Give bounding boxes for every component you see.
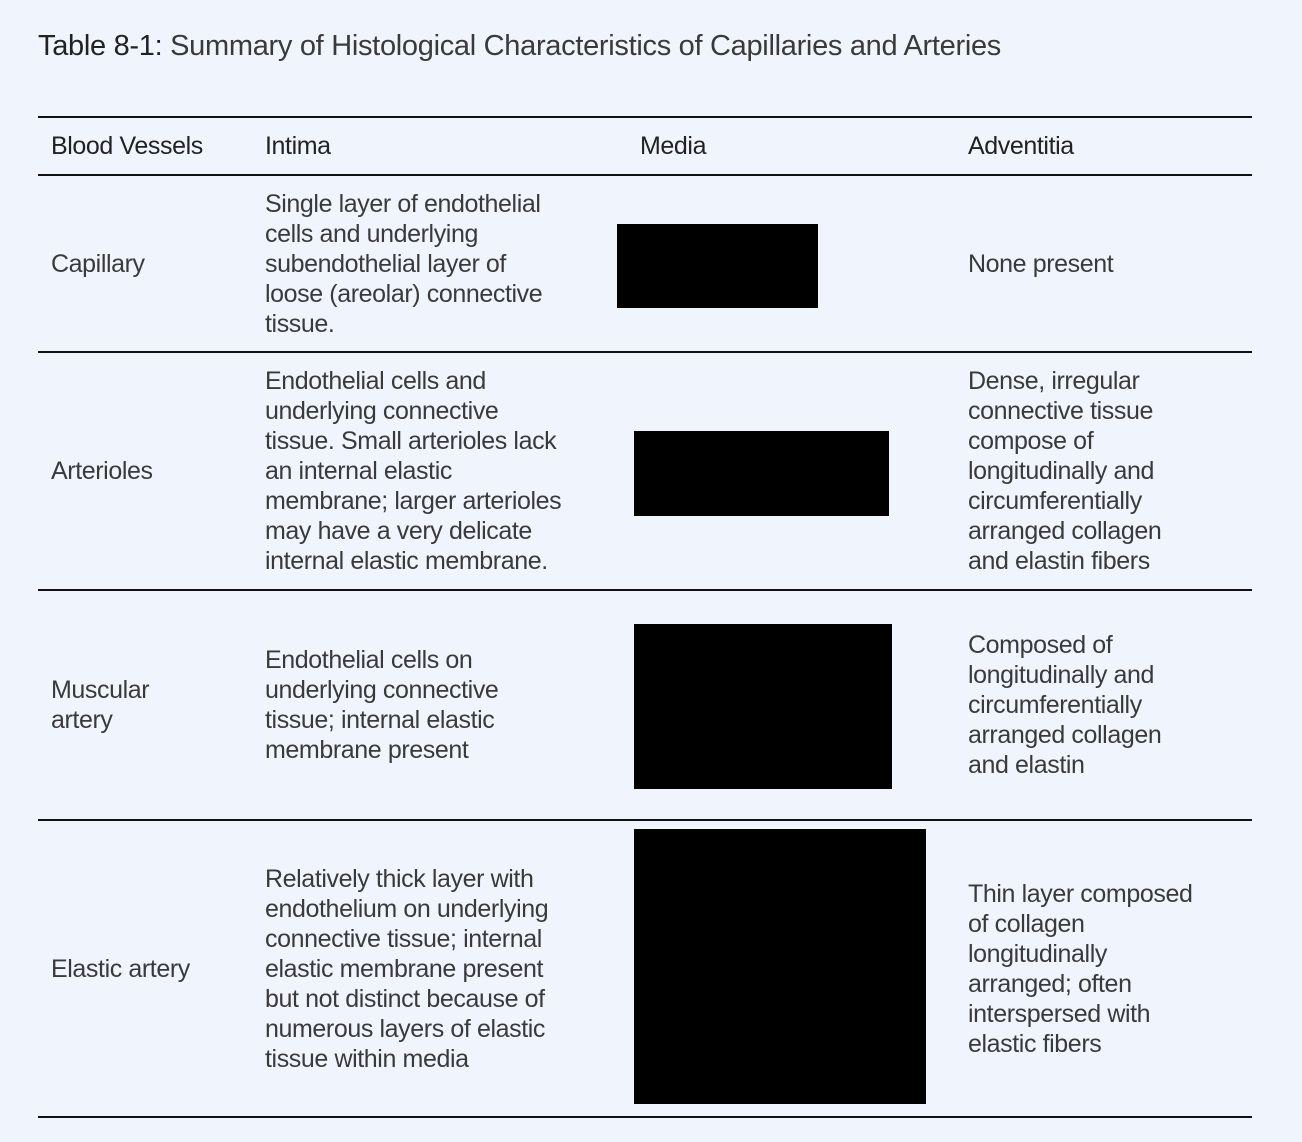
row-divider bbox=[38, 351, 1252, 353]
cell-line: longitudinally and bbox=[968, 661, 1155, 689]
bottom-rule bbox=[38, 1116, 1252, 1118]
row-divider bbox=[38, 819, 1252, 821]
cell-line: Single layer of endothelial bbox=[265, 190, 541, 218]
adventitia-cell: Thin layer composed of collagen longitudin… bbox=[968, 821, 1193, 1117]
table-caption: Summary of Histological Characteristics … bbox=[170, 30, 1002, 62]
cell-line: Relatively thick layer with bbox=[265, 865, 534, 893]
cell-line: Elastic artery bbox=[51, 955, 190, 983]
intima-cell: Endothelial cells and underlying connecti… bbox=[265, 353, 562, 589]
cell-line: tissue. Small arterioles lack bbox=[265, 427, 557, 455]
cell-line: and elastin fibers bbox=[968, 547, 1150, 575]
cell-line: tissue; internal elastic bbox=[265, 706, 495, 734]
header-media: Media bbox=[640, 132, 707, 160]
cell-line: longitudinally and bbox=[968, 457, 1155, 485]
header-intima: Intima bbox=[265, 132, 331, 160]
top-rule bbox=[38, 116, 1252, 118]
cell-line: internal elastic membrane. bbox=[265, 547, 548, 575]
table-row: Capillary Single layer of endothelial cell… bbox=[38, 176, 1252, 352]
cell-line: but not distinct because of bbox=[265, 985, 545, 1013]
vessel-cell: Muscular artery bbox=[51, 591, 150, 819]
cell-line: connective tissue bbox=[968, 397, 1153, 425]
adventitia-cell: None present bbox=[968, 176, 1114, 352]
intima-cell: Endothelial cells on underlying connectiv… bbox=[265, 591, 499, 819]
cell-line: Composed of bbox=[968, 631, 1113, 659]
cell-line: endothelium on underlying bbox=[265, 895, 549, 923]
media-redaction bbox=[617, 224, 818, 308]
media-redaction bbox=[634, 431, 889, 516]
cell-line: Capillary bbox=[51, 250, 145, 278]
cell-line: numerous layers of elastic bbox=[265, 1015, 546, 1043]
cell-line: None present bbox=[968, 250, 1114, 278]
row-divider bbox=[38, 589, 1252, 591]
cell-line: cells and underlying bbox=[265, 220, 478, 248]
table-title: Table 8-1: Summary of Histological Chara… bbox=[38, 30, 1001, 63]
cell-line: arranged collagen bbox=[968, 517, 1162, 545]
media-redaction bbox=[634, 829, 926, 1104]
cell-line: connective tissue; internal bbox=[265, 925, 542, 953]
cell-line: may have a very delicate bbox=[265, 517, 532, 545]
cell-line: circumferentially bbox=[968, 487, 1142, 515]
header-row: Blood Vessels Intima Media Adventitia bbox=[38, 118, 1252, 174]
cell-line: and elastin bbox=[968, 751, 1085, 779]
adventitia-cell: Composed of longitudinally and circumferen… bbox=[968, 591, 1162, 819]
cell-line: subendothelial layer of bbox=[265, 250, 506, 278]
table-number: Table 8-1: bbox=[38, 30, 163, 62]
cell-line: Thin layer composed bbox=[968, 880, 1193, 908]
intima-cell: Relatively thick layer with endothelium o… bbox=[265, 821, 549, 1117]
header-adventitia: Adventitia bbox=[968, 132, 1074, 160]
cell-line: interspersed with bbox=[968, 1000, 1151, 1028]
intima-cell: Single layer of endothelial cells and und… bbox=[265, 176, 543, 352]
cell-line: underlying connective bbox=[265, 676, 499, 704]
table-row: Elastic artery Relatively thick layer wit… bbox=[38, 821, 1252, 1117]
cell-line: artery bbox=[51, 706, 113, 734]
cell-line: underlying connective bbox=[265, 397, 499, 425]
cell-line: Endothelial cells on bbox=[265, 646, 473, 674]
cell-line: compose of bbox=[968, 427, 1094, 455]
vessel-cell: Elastic artery bbox=[51, 821, 190, 1117]
cell-line: of collagen bbox=[968, 910, 1085, 938]
cell-line: membrane; larger arterioles bbox=[265, 487, 562, 515]
adventitia-cell: Dense, irregular connective tissue compose… bbox=[968, 353, 1162, 589]
vessel-cell: Arterioles bbox=[51, 353, 153, 589]
cell-line: an internal elastic bbox=[265, 457, 452, 485]
cell-line: tissue within media bbox=[265, 1045, 469, 1073]
cell-line: membrane present bbox=[265, 736, 469, 764]
table-row: Arterioles Endothelial cells and underlyin… bbox=[38, 353, 1252, 589]
cell-line: Arterioles bbox=[51, 457, 153, 485]
cell-line: arranged; often bbox=[968, 970, 1132, 998]
cell-line: elastic fibers bbox=[968, 1030, 1102, 1058]
header-blood-vessels: Blood Vessels bbox=[51, 132, 203, 160]
cell-line: circumferentially bbox=[968, 691, 1142, 719]
header-rule bbox=[38, 174, 1252, 176]
cell-line: tissue. bbox=[265, 310, 335, 338]
cell-line: Endothelial cells and bbox=[265, 367, 486, 395]
cell-line: elastic membrane present bbox=[265, 955, 544, 983]
table-row: Muscular artery Endothelial cells on underl… bbox=[38, 591, 1252, 819]
cell-line: Dense, irregular bbox=[968, 367, 1140, 395]
vessel-cell: Capillary bbox=[51, 176, 145, 352]
media-redaction bbox=[634, 624, 892, 789]
cell-line: Muscular bbox=[51, 676, 150, 704]
cell-line: arranged collagen bbox=[968, 721, 1162, 749]
cell-line: loose (areolar) connective bbox=[265, 280, 543, 308]
cell-line: longitudinally bbox=[968, 940, 1107, 968]
